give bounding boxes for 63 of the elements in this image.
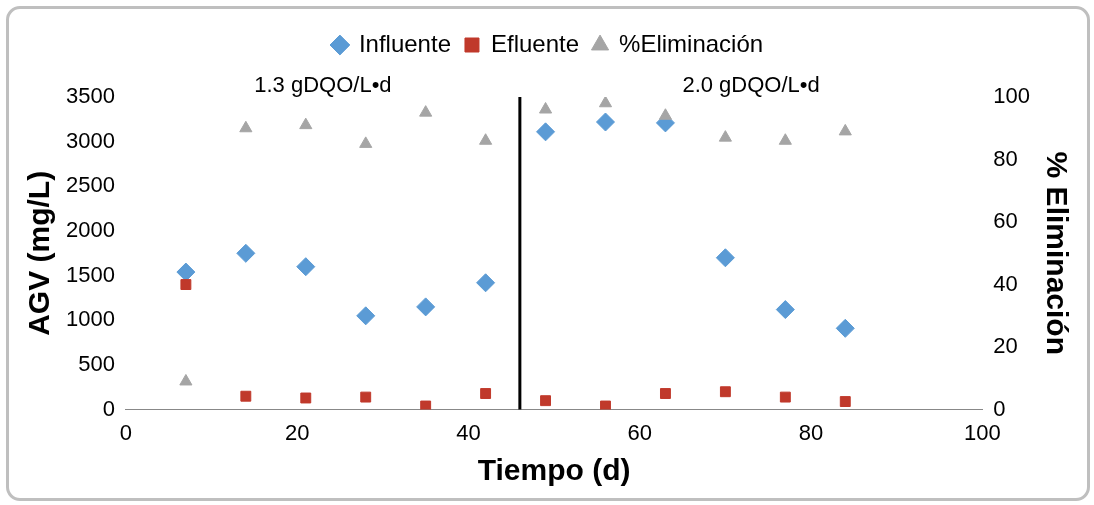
x-tick-label: 60 [627,419,652,445]
y2-tick-label: 60 [993,208,1018,234]
point [299,117,313,130]
point [838,123,852,136]
y-tick-label: 500 [78,351,115,377]
y2-tick-label: 40 [993,270,1018,296]
x-tick-label: 20 [284,419,310,445]
y2-tick-label: 0 [993,395,1006,421]
point [356,306,376,326]
annotation: 2.0 gDQO/L•d [682,72,820,98]
y-tick-label: 3000 [65,127,115,153]
point [416,297,436,317]
point [480,388,492,399]
point [596,112,615,132]
y-tick-label: 2500 [65,172,115,198]
y-tick-label: 2000 [65,217,115,243]
point [839,396,851,408]
y2-tick-label: 100 [993,83,1031,109]
point [360,391,372,403]
point [240,390,252,402]
point [236,243,256,263]
x-tick-label: 40 [456,419,481,445]
point [835,318,855,338]
point [180,279,192,291]
point [658,108,673,120]
point [176,262,196,282]
point [719,386,731,398]
point [600,400,611,410]
y2-tick-label: 20 [993,333,1018,359]
point [239,120,253,133]
point [359,136,373,148]
point [715,248,735,268]
point [420,400,432,410]
legend-label: %Eliminación [619,29,764,57]
y-axis-title: AGV (mg/L) [22,170,56,336]
point [779,391,791,403]
point [179,373,193,386]
point [718,130,732,142]
point [659,388,671,399]
x-tick-label: 0 [119,419,133,445]
point [479,133,493,145]
annotation: 1.3 gDQO/L•d [254,72,392,98]
y-tick-label: 1000 [65,306,115,332]
point [778,133,792,145]
y-tick-label: 1500 [65,261,115,287]
point [536,122,556,142]
y-tick-label: 3500 [65,83,115,109]
point [300,392,312,404]
y2-tick-label: 80 [993,145,1018,171]
point [538,102,553,114]
point [598,97,613,108]
point [296,257,316,277]
point [476,273,496,293]
x-tick-label: 80 [798,419,824,445]
point [540,395,551,407]
y-tick-label: 0 [102,395,115,421]
point [775,300,795,320]
y2-axis-title: % Eliminación [1040,151,1074,355]
point [419,105,433,117]
x-tick-label: 100 [963,419,1001,445]
legend-label: Efluente [490,29,580,57]
legend-label: Influente [358,29,451,57]
x-axis-title: Tiempo (d) [477,453,631,487]
